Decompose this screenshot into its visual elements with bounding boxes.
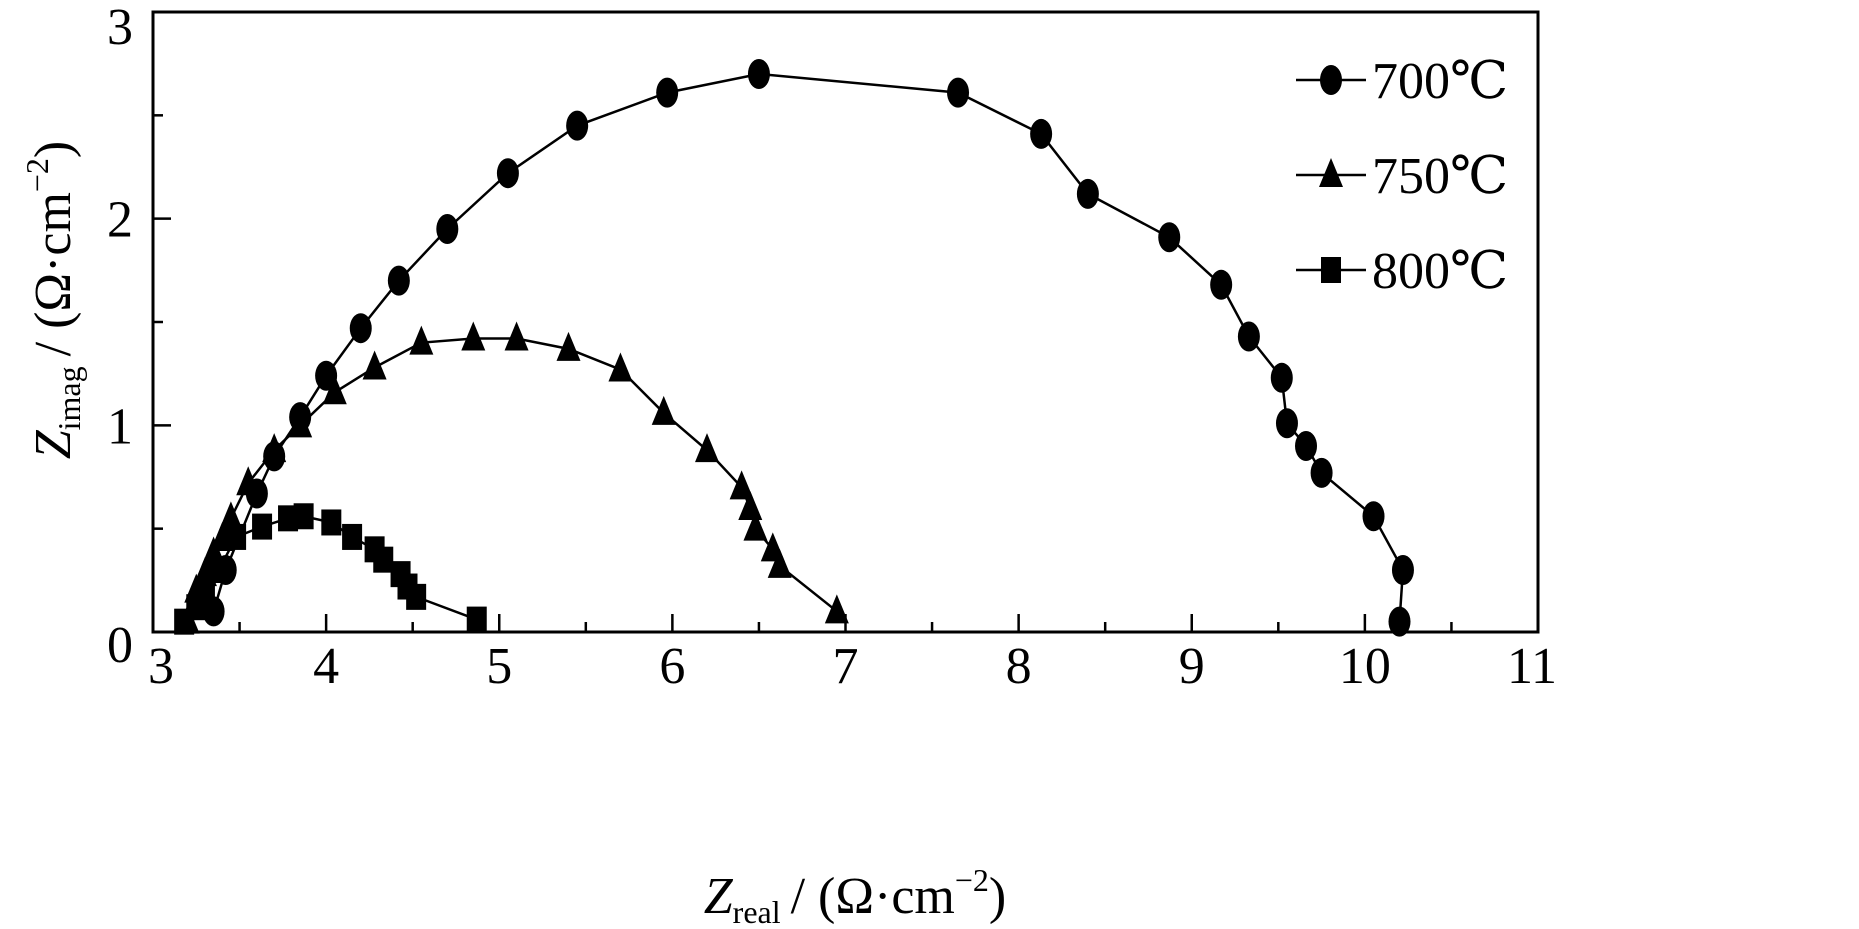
data-point-triangle bbox=[288, 408, 313, 438]
data-point-square bbox=[466, 606, 487, 633]
data-point-triangle bbox=[461, 321, 486, 351]
x-tick-label: 3 bbox=[148, 638, 174, 695]
y-axis-label: Zimag/ (Ω·cm−2) bbox=[19, 141, 87, 460]
data-point-square bbox=[208, 557, 229, 583]
series-square bbox=[174, 503, 487, 635]
x-tick-label: 5 bbox=[486, 638, 512, 695]
legend: 700℃ 750℃ 800℃ bbox=[1296, 53, 1508, 300]
series-circle bbox=[202, 59, 1414, 637]
data-point-triangle bbox=[409, 325, 434, 355]
data-point-square bbox=[226, 523, 247, 550]
data-point-triangle bbox=[362, 350, 387, 380]
legend-label: 750℃ bbox=[1372, 148, 1508, 205]
data-point-square bbox=[252, 513, 273, 540]
tick-labels: 3 4 5 6 7 8 9 10 11 0 1 2 3 bbox=[107, 0, 1557, 695]
data-point-triangle bbox=[651, 395, 676, 425]
data-point-square bbox=[373, 546, 394, 573]
legend-marker-square bbox=[1321, 257, 1341, 283]
data-point-triangle bbox=[218, 501, 243, 531]
data-point-square bbox=[293, 503, 314, 530]
x-tick-label: 6 bbox=[659, 638, 685, 695]
data-point-circle bbox=[947, 77, 970, 108]
legend-item: 800℃ bbox=[1296, 243, 1508, 300]
data-point-circle bbox=[1030, 118, 1053, 149]
y-tick-label: 3 bbox=[107, 0, 133, 56]
data-point-circle bbox=[656, 77, 679, 108]
data-point-square bbox=[321, 509, 342, 536]
data-point-square bbox=[194, 577, 215, 604]
y-tick-label: 1 bbox=[107, 398, 133, 455]
series-line bbox=[212, 72, 1405, 622]
data-point-triangle bbox=[767, 548, 792, 578]
legend-label: 800℃ bbox=[1372, 243, 1508, 300]
data-point-circle bbox=[1391, 555, 1414, 585]
data-point-circle bbox=[1237, 321, 1260, 352]
data-point-square bbox=[406, 583, 427, 610]
data-point-square bbox=[278, 505, 299, 532]
x-tick-label: 11 bbox=[1507, 638, 1557, 695]
y-tick-label: 0 bbox=[107, 617, 133, 674]
data-point-circle bbox=[349, 313, 372, 344]
data-point-circle bbox=[496, 158, 519, 189]
x-tick-label: 8 bbox=[1006, 638, 1032, 695]
data-series bbox=[174, 59, 1414, 637]
data-point-triangle bbox=[262, 433, 287, 463]
y-tick-label: 2 bbox=[107, 192, 133, 249]
data-point-circle bbox=[436, 214, 459, 244]
data-point-triangle bbox=[322, 375, 347, 405]
legend-label: 700℃ bbox=[1372, 53, 1508, 110]
data-point-triangle bbox=[556, 331, 581, 361]
data-point-circle bbox=[1076, 178, 1099, 209]
legend-marker-triangle bbox=[1319, 158, 1343, 187]
data-point-triangle bbox=[738, 491, 763, 520]
data-point-circle bbox=[1210, 269, 1233, 300]
x-tick-label: 7 bbox=[833, 638, 859, 695]
x-axis-label: Zreal / (Ω·cm−2) bbox=[704, 862, 1007, 929]
data-point-circle bbox=[1270, 362, 1293, 393]
data-point-square bbox=[342, 523, 363, 550]
legend-item: 750℃ bbox=[1296, 148, 1508, 205]
data-point-circle bbox=[387, 265, 410, 296]
data-point-triangle bbox=[504, 321, 529, 351]
legend-item: 700℃ bbox=[1296, 53, 1508, 110]
legend-marker-circle bbox=[1320, 65, 1342, 95]
x-tick-label: 9 bbox=[1179, 638, 1205, 695]
data-point-triangle bbox=[729, 470, 754, 500]
data-point-circle bbox=[1158, 222, 1181, 253]
data-point-circle bbox=[566, 110, 589, 141]
data-point-triangle bbox=[824, 594, 849, 624]
x-tick-label: 4 bbox=[313, 638, 339, 695]
x-tick-label: 10 bbox=[1339, 638, 1391, 695]
data-point-circle bbox=[1388, 606, 1411, 637]
data-point-triangle bbox=[743, 511, 768, 541]
data-point-circle bbox=[1295, 431, 1318, 461]
series-triangle bbox=[175, 321, 849, 634]
data-point-triangle bbox=[236, 466, 261, 496]
data-point-circle bbox=[202, 596, 225, 627]
data-point-circle bbox=[1362, 501, 1385, 532]
data-point-circle bbox=[1310, 457, 1333, 488]
data-point-circle bbox=[747, 59, 770, 89]
data-point-triangle bbox=[608, 352, 633, 382]
data-point-circle bbox=[1275, 408, 1298, 439]
data-point-triangle bbox=[695, 433, 719, 463]
